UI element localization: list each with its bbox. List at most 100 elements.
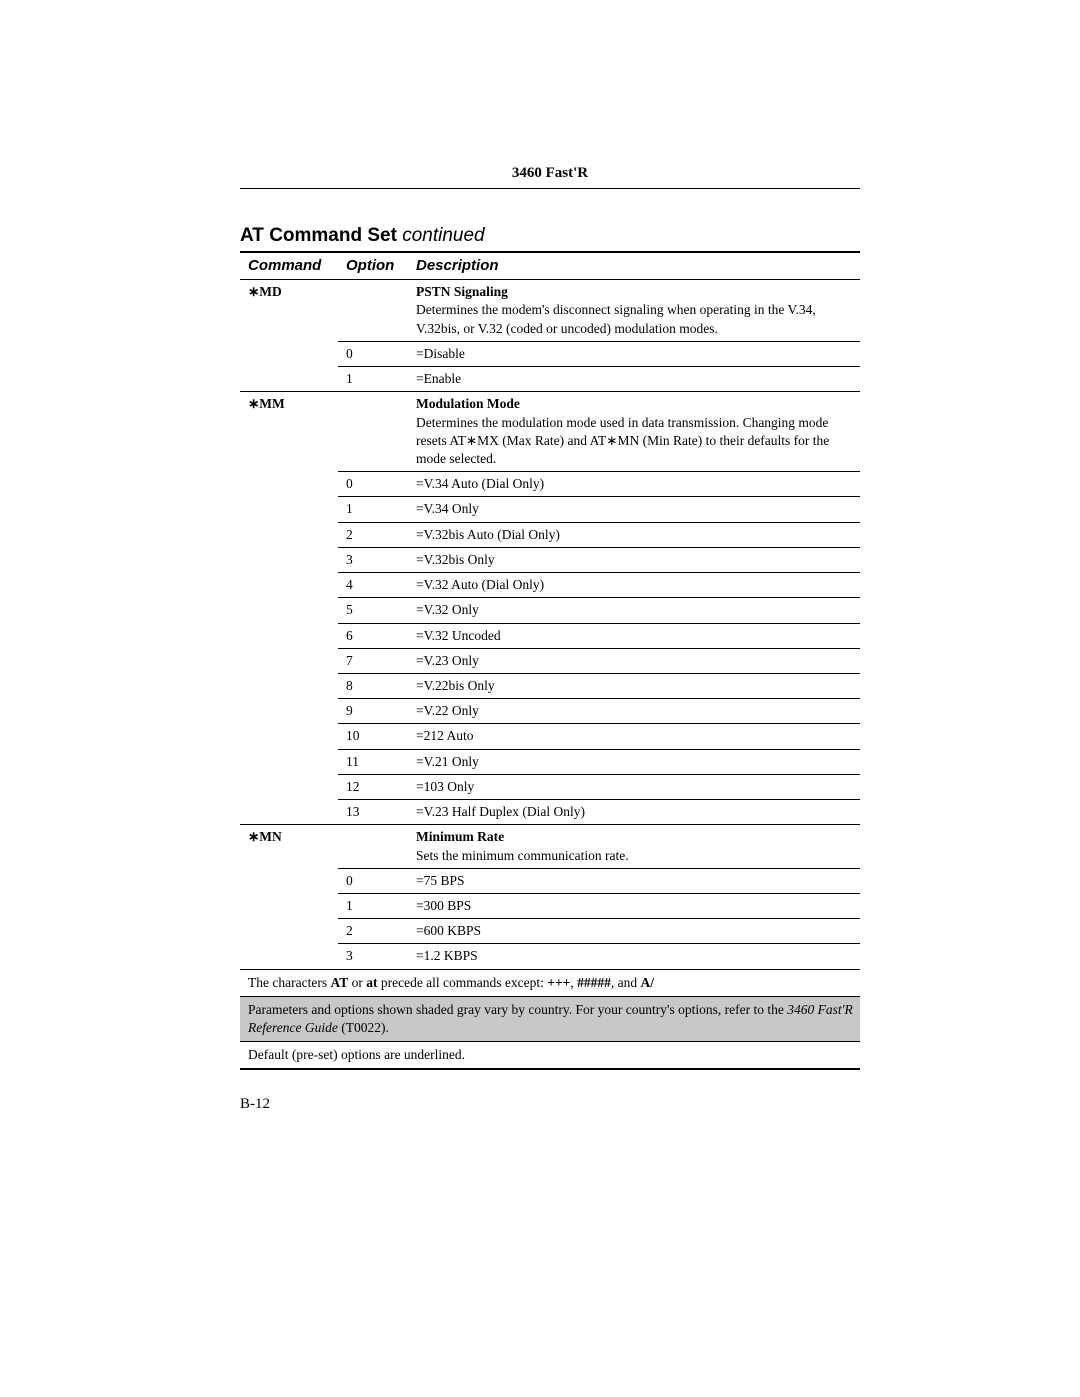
footer-row-default: Default (pre-set) options are underlined… xyxy=(240,1042,860,1070)
command-cell xyxy=(240,573,338,598)
option-cell: 6 xyxy=(338,623,408,648)
option-cell: 3 xyxy=(338,944,408,969)
description-cell: PSTN SignalingDetermines the modem's dis… xyxy=(408,280,860,342)
command-cell xyxy=(240,522,338,547)
option-row: 6=V.32 Uncoded xyxy=(240,623,860,648)
option-cell xyxy=(338,825,408,868)
option-row: 3=V.32bis Only xyxy=(240,547,860,572)
document-header: 3460 Fast'R xyxy=(240,165,860,189)
option-row: 1=Enable xyxy=(240,367,860,392)
description-cell: =300 BPS xyxy=(408,893,860,918)
description-cell: Minimum Rate Sets the minimum communicati… xyxy=(408,825,860,868)
command-cell xyxy=(240,367,338,392)
section-desc-text: Determines the modem's disconnect signal… xyxy=(416,302,816,335)
description-cell: =Disable xyxy=(408,341,860,366)
description-cell: =V.32bis Only xyxy=(408,547,860,572)
description-cell: =V.32 Only xyxy=(408,598,860,623)
section-desc-text: Determines the modulation mode used in d… xyxy=(416,415,829,466)
col-header-description: Description xyxy=(408,252,860,280)
option-row: 2=600 KBPS xyxy=(240,919,860,944)
command-cell xyxy=(240,699,338,724)
option-cell: 11 xyxy=(338,749,408,774)
description-cell: =V.32 Auto (Dial Only) xyxy=(408,573,860,598)
option-row: 5=V.32 Only xyxy=(240,598,860,623)
command-cell: ∗MD xyxy=(240,280,338,342)
command-cell xyxy=(240,623,338,648)
option-cell: 1 xyxy=(338,367,408,392)
description-cell: =V.22 Only xyxy=(408,699,860,724)
description-cell: =1.2 KBPS xyxy=(408,944,860,969)
description-cell: =75 BPS xyxy=(408,868,860,893)
option-cell: 4 xyxy=(338,573,408,598)
command-cell xyxy=(240,341,338,366)
option-row: 2=V.32bis Auto (Dial Only) xyxy=(240,522,860,547)
option-cell: 13 xyxy=(338,800,408,825)
section-desc-title: Minimum Rate xyxy=(416,828,854,846)
section-desc-title: PSTN Signaling xyxy=(416,283,854,301)
footer-row-shaded: Parameters and options shown shaded gray… xyxy=(240,996,860,1041)
footer-row-precede: The characters AT or at precede all comm… xyxy=(240,969,860,996)
option-cell: 1 xyxy=(338,497,408,522)
option-row: 0=75 BPS xyxy=(240,868,860,893)
description-cell: =V.21 Only xyxy=(408,749,860,774)
command-cell xyxy=(240,800,338,825)
option-cell: 1 xyxy=(338,893,408,918)
description-cell: =V.23 Only xyxy=(408,648,860,673)
option-row: 11=V.21 Only xyxy=(240,749,860,774)
option-row: 9=V.22 Only xyxy=(240,699,860,724)
description-cell: =V.32 Uncoded xyxy=(408,623,860,648)
footer-shaded-text: Parameters and options shown shaded gray… xyxy=(240,996,860,1041)
option-cell: 7 xyxy=(338,648,408,673)
section-title: AT Command Set continued xyxy=(240,225,860,247)
section-title-continued: continued xyxy=(397,225,485,246)
command-cell xyxy=(240,648,338,673)
command-cell xyxy=(240,472,338,497)
table-header-row: Command Option Description xyxy=(240,252,860,280)
option-cell xyxy=(338,280,408,342)
section-desc-title: Modulation Mode xyxy=(416,395,854,413)
command-cell: ∗MM xyxy=(240,392,338,472)
option-row: 10=212 Auto xyxy=(240,724,860,749)
command-cell xyxy=(240,547,338,572)
section-desc-text: Sets the minimum communication rate. xyxy=(416,848,629,863)
option-cell xyxy=(338,392,408,472)
command-cell xyxy=(240,868,338,893)
option-cell: 0 xyxy=(338,472,408,497)
page-number: B-12 xyxy=(240,1096,860,1113)
description-cell: Modulation Mode Determines the modulation… xyxy=(408,392,860,472)
command-cell: ∗MN xyxy=(240,825,338,868)
option-cell: 0 xyxy=(338,341,408,366)
footer-precede-text: The characters AT or at precede all comm… xyxy=(240,969,860,996)
option-cell: 10 xyxy=(338,724,408,749)
section-title-main: AT Command Set xyxy=(240,225,397,246)
option-row: 13=V.23 Half Duplex (Dial Only) xyxy=(240,800,860,825)
option-cell: 8 xyxy=(338,673,408,698)
option-cell: 12 xyxy=(338,774,408,799)
description-cell: =103 Only xyxy=(408,774,860,799)
description-cell: =212 Auto xyxy=(408,724,860,749)
command-cell xyxy=(240,919,338,944)
command-cell xyxy=(240,497,338,522)
description-cell: =V.34 Only xyxy=(408,497,860,522)
option-row: 0=Disable xyxy=(240,341,860,366)
col-header-command: Command xyxy=(240,252,338,280)
option-cell: 2 xyxy=(338,522,408,547)
option-row: 7=V.23 Only xyxy=(240,648,860,673)
command-cell xyxy=(240,944,338,969)
option-row: 4=V.32 Auto (Dial Only) xyxy=(240,573,860,598)
command-cell xyxy=(240,893,338,918)
option-cell: 3 xyxy=(338,547,408,572)
option-cell: 9 xyxy=(338,699,408,724)
command-section-row: ∗MN Minimum Rate Sets the minimum communic… xyxy=(240,825,860,868)
description-cell: =V.34 Auto (Dial Only) xyxy=(408,472,860,497)
option-row: 3=1.2 KBPS xyxy=(240,944,860,969)
option-row: 12=103 Only xyxy=(240,774,860,799)
option-cell: 0 xyxy=(338,868,408,893)
description-cell: =Enable xyxy=(408,367,860,392)
command-cell xyxy=(240,774,338,799)
description-cell: =V.32bis Auto (Dial Only) xyxy=(408,522,860,547)
option-cell: 2 xyxy=(338,919,408,944)
col-header-option: Option xyxy=(338,252,408,280)
option-row: 1=V.34 Only xyxy=(240,497,860,522)
footer-default-text: Default (pre-set) options are underlined… xyxy=(240,1042,860,1070)
